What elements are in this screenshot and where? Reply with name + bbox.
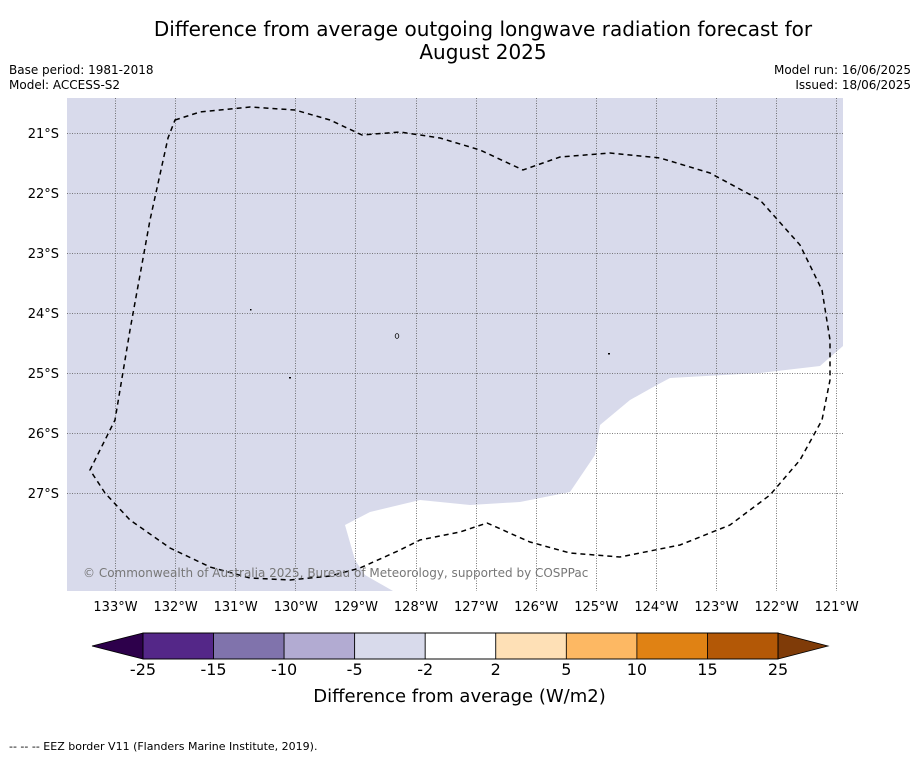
meta-left: Base period: 1981-2018 Model: ACCESS-S2 [9,63,154,93]
title-line-2: August 2025 [419,40,547,64]
lon-label: 125°W [574,600,618,615]
colorbar-segment [495,632,567,660]
colorbar-segment [636,632,708,660]
island [394,333,400,339]
eez-border [89,106,831,581]
colorbar-max-triangle [777,632,830,660]
colorbar-tick: -2 [417,660,434,679]
islands [250,309,610,379]
model-name: Model: ACCESS-S2 [9,78,121,92]
lat-label: 21°S [28,127,59,142]
island [608,353,610,355]
colorbar-outline [142,632,779,660]
lat-label: 26°S [28,427,59,442]
meta-right: Model run: 16/06/2025 Issued: 18/06/2025 [774,63,911,93]
lon-label: 122°W [755,600,799,615]
lon-label: 131°W [214,600,258,615]
model-run: Model run: 16/06/2025 [773,63,911,77]
anomaly-region [67,98,843,591]
title-line-1: Difference from average outgoing longwav… [153,17,813,41]
colorbar-segment [565,632,638,660]
colorbar-min-triangle [91,632,144,660]
colorbar-title: Difference from average (W/m2) [313,686,606,707]
lon-label: 127°W [454,600,498,615]
lon-label: 126°W [514,600,558,615]
colorbar-segment [213,632,285,660]
colorbar [91,632,830,660]
copyright-notice: © Commonwealth of Australia 2025, Bureau… [83,566,588,580]
lon-label: 128°W [394,600,438,615]
colorbar-tick: 15 [697,660,718,679]
lon-label: 121°W [815,600,859,615]
colorbar-tick: 25 [767,660,789,679]
colorbar-tick: -25 [129,660,157,679]
lat-label: 24°S [28,307,59,322]
colorbar-segments [142,632,779,660]
lat-label: 23°S [28,247,59,262]
colorbar-segment [142,632,214,660]
colorbar-segment [707,632,779,660]
island [289,377,291,379]
colorbar-tick: 5 [561,660,572,679]
eez-footnote: -- -- -- EEZ border V11 (Flanders Marine… [9,740,318,753]
colorbar-tick: -15 [200,660,227,679]
colorbar-tick: 10 [626,660,648,679]
graticule [67,98,843,591]
lon-label: 133°W [93,600,137,615]
lon-label: 130°W [274,600,318,615]
island [250,309,252,311]
lon-label: 124°W [634,600,678,615]
lon-label: 123°W [694,600,738,615]
colorbar-segment [354,632,426,660]
map-title: Difference from average outgoing longwav… [0,18,919,64]
lat-label: 27°S [28,487,59,502]
lat-label: 22°S [28,187,59,202]
colorbar-tick: 2 [490,660,501,679]
lat-label: 25°S [28,367,59,382]
base-period: Base period: 1981-2018 [9,63,154,77]
colorbar-tick: -5 [346,660,363,679]
colorbar-segment [424,632,497,660]
longitude-labels: 133°W 132°W 131°W 130°W 129°W 128°W 127°W 126°W… [93,600,859,615]
latitude-labels: 21°S 22°S 23°S 24°S 25°S 26°S 27°S [28,127,59,502]
lon-label: 129°W [334,600,378,615]
issued-date: Issued: 18/06/2025 [795,78,911,92]
lon-label: 132°W [154,600,198,615]
colorbar-tick: -10 [271,660,298,679]
colorbar-segment [283,632,356,660]
